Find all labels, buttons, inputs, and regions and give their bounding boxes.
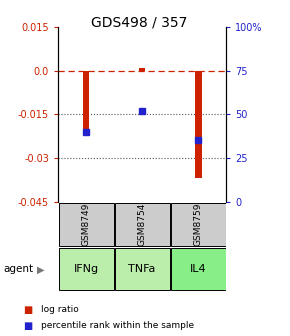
Text: percentile rank within the sample: percentile rank within the sample	[41, 322, 194, 330]
Bar	[171, 203, 226, 246]
Text: ▶: ▶	[37, 264, 44, 275]
Text: IL4: IL4	[190, 264, 206, 274]
Text: GSM8754: GSM8754	[137, 203, 147, 246]
Text: log ratio: log ratio	[41, 305, 78, 314]
Bar	[59, 248, 113, 290]
Bar	[115, 248, 170, 290]
Text: GSM8759: GSM8759	[194, 203, 203, 246]
Text: TNFa: TNFa	[128, 264, 156, 274]
Text: agent: agent	[3, 264, 33, 275]
Bar	[171, 248, 226, 290]
Bar	[115, 203, 170, 246]
Text: GDS498 / 357: GDS498 / 357	[91, 15, 187, 29]
Bar	[139, 68, 146, 71]
Text: ■: ■	[23, 305, 32, 315]
Text: ■: ■	[23, 321, 32, 331]
Text: IFNg: IFNg	[73, 264, 99, 274]
Text: GSM8749: GSM8749	[81, 203, 90, 246]
Bar	[195, 71, 202, 178]
Bar	[59, 203, 113, 246]
Bar	[83, 71, 89, 135]
